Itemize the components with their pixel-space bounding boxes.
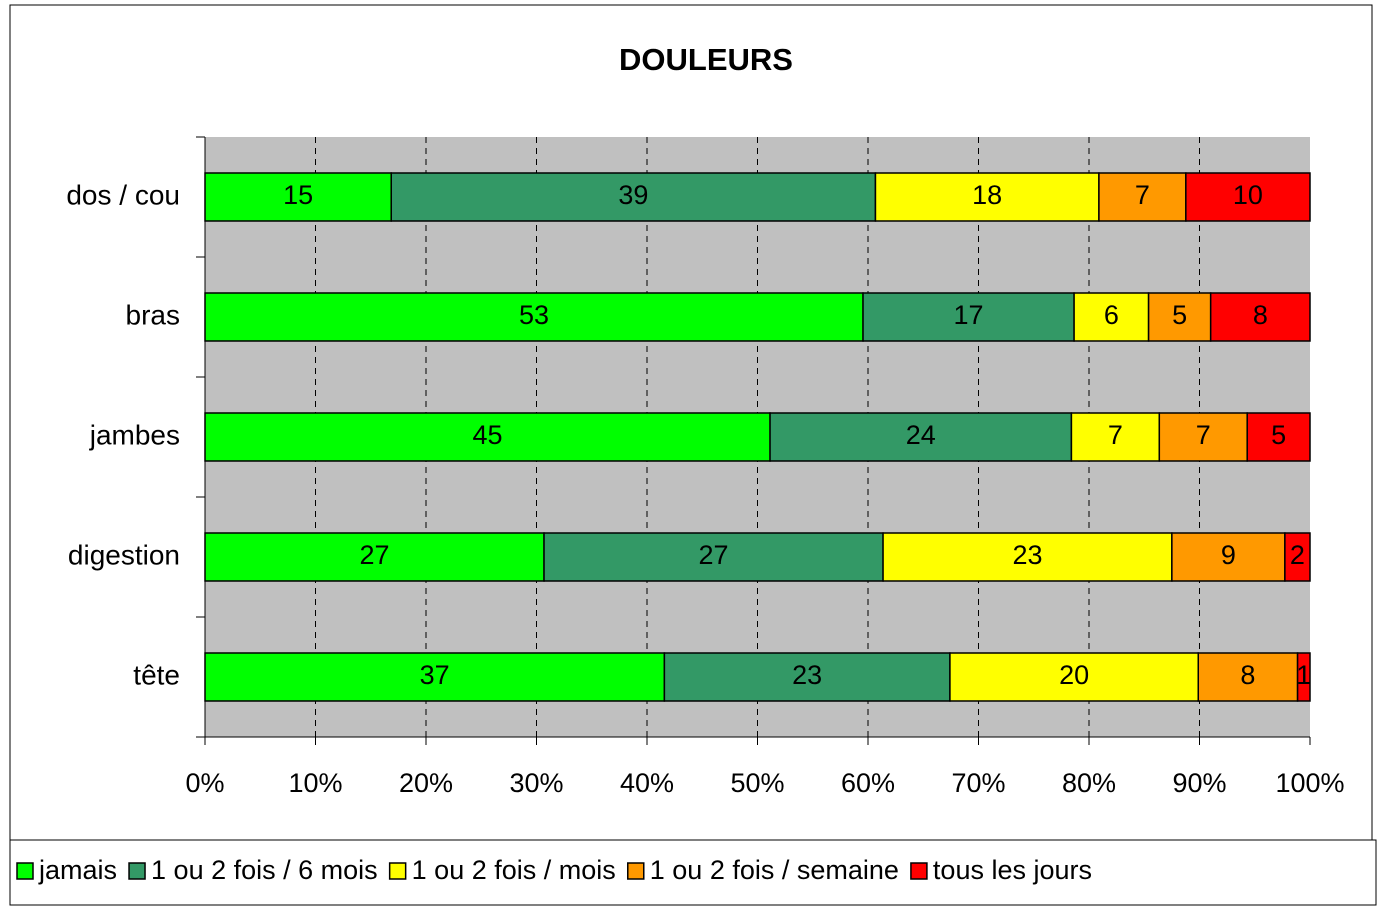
data-label: 53 bbox=[519, 300, 549, 330]
legend-swatch bbox=[910, 862, 928, 880]
bar-segment bbox=[204, 532, 545, 582]
data-label: 1 bbox=[1296, 660, 1311, 690]
axes: 0% 10% 20% 30% 40% 50% 60% 70% 80% 90% 100% dos / c… bbox=[66, 136, 1345, 798]
data-label: 24 bbox=[906, 420, 936, 450]
y-tick-label: jambes bbox=[89, 419, 180, 450]
data-label: 37 bbox=[420, 660, 450, 690]
data-label: 27 bbox=[359, 540, 389, 570]
legend-swatch bbox=[388, 862, 407, 880]
data-label: 8 bbox=[1240, 660, 1255, 690]
data-label: 18 bbox=[972, 180, 1002, 210]
legend-label: 1 ou 2 fois / semaine bbox=[650, 855, 899, 885]
bar-segment bbox=[1158, 412, 1248, 462]
legend-label: jamais bbox=[38, 855, 117, 885]
data-label: 7 bbox=[1108, 420, 1123, 450]
bar-segment bbox=[1209, 292, 1311, 342]
data-label: 5 bbox=[1172, 300, 1187, 330]
data-label: 5 bbox=[1271, 420, 1286, 450]
bar-segment bbox=[862, 292, 1075, 342]
bar-segment bbox=[949, 652, 1200, 702]
bar-segment bbox=[204, 172, 392, 222]
legend-swatch bbox=[16, 862, 34, 880]
y-tick-label: tête bbox=[133, 659, 180, 690]
x-tick-label: 60% bbox=[841, 768, 895, 798]
bar-segment bbox=[769, 412, 1073, 462]
y-tick-label: digestion bbox=[68, 539, 180, 570]
data-label: 7 bbox=[1196, 420, 1211, 450]
data-label: 9 bbox=[1221, 540, 1236, 570]
x-tick-label: 10% bbox=[288, 768, 342, 798]
data-label: 7 bbox=[1135, 180, 1150, 210]
bar-segment bbox=[1073, 292, 1150, 342]
data-label: 20 bbox=[1059, 660, 1089, 690]
legend-label: tous les jours bbox=[933, 855, 1092, 885]
y-tick-label: dos / cou bbox=[66, 179, 180, 210]
data-label: 6 bbox=[1104, 300, 1119, 330]
x-tick-label: 100% bbox=[1275, 768, 1344, 798]
data-label: 23 bbox=[792, 660, 822, 690]
data-label: 23 bbox=[1012, 540, 1042, 570]
bar-segment bbox=[1070, 412, 1161, 462]
legend-label: 1 ou 2 fois / 6 mois bbox=[151, 855, 378, 885]
legend-box bbox=[9, 839, 1377, 906]
data-label: 17 bbox=[954, 300, 984, 330]
data-label: 2 bbox=[1290, 540, 1305, 570]
data-label: 8 bbox=[1253, 300, 1268, 330]
bar-segment bbox=[1296, 652, 1311, 702]
legend-label: 1 ou 2 fois / mois bbox=[412, 855, 616, 885]
x-tick-label: 70% bbox=[951, 768, 1005, 798]
data-label: 27 bbox=[699, 540, 729, 570]
data-label: 39 bbox=[618, 180, 648, 210]
x-tick-label: 80% bbox=[1062, 768, 1116, 798]
bar-segment bbox=[1197, 652, 1299, 702]
bar-segment bbox=[1284, 532, 1311, 582]
bar-segment bbox=[882, 532, 1173, 582]
x-tick-label: 90% bbox=[1172, 768, 1226, 798]
bar-segment bbox=[1098, 172, 1187, 222]
bar-segment bbox=[1171, 532, 1286, 582]
legend-swatch bbox=[128, 862, 146, 880]
bar-segment bbox=[1147, 292, 1212, 342]
legend-swatch bbox=[627, 862, 645, 880]
bars: 15 39 18 7 10 53 17 6 5 8 45 24 7 7 5 27 27 23 9 2 37 23 20 8 1 bbox=[204, 172, 1311, 702]
bar-segment bbox=[204, 292, 864, 342]
x-tick-label: 50% bbox=[730, 768, 784, 798]
legend: jamais 1 ou 2 fois / 6 mois 1 ou 2 fois / … bbox=[16, 855, 1092, 885]
bar-segment bbox=[390, 172, 877, 222]
data-label: 45 bbox=[473, 420, 503, 450]
bar-segment bbox=[663, 652, 951, 702]
data-label: 10 bbox=[1233, 180, 1263, 210]
x-tick-label: 40% bbox=[620, 768, 674, 798]
x-tick-label: 0% bbox=[185, 768, 224, 798]
bar-segment bbox=[1246, 412, 1311, 462]
chart-title: DOULEURS bbox=[619, 42, 793, 77]
bar-segment bbox=[1185, 172, 1311, 222]
x-tick-label: 30% bbox=[509, 768, 563, 798]
y-tick-label: bras bbox=[126, 299, 180, 330]
data-label: 15 bbox=[283, 180, 313, 210]
x-tick-label: 20% bbox=[399, 768, 453, 798]
bar-segment bbox=[543, 532, 884, 582]
